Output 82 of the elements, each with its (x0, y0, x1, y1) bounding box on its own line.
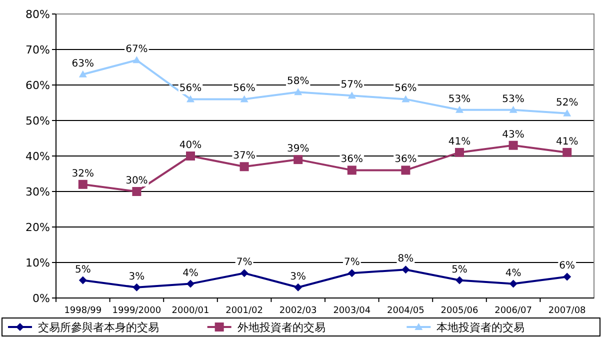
legend-label: 外地投資者的交易 (237, 321, 326, 334)
x-tick-label: 2002/03 (279, 306, 317, 316)
y-tick-label: 80% (26, 8, 50, 21)
y-tick-label: 0% (32, 292, 50, 305)
data-label: 39% (286, 144, 310, 155)
y-tick-label: 40% (26, 150, 50, 163)
point (186, 152, 195, 160)
point (186, 280, 194, 288)
data-label: 3% (290, 271, 306, 282)
x-tick-label: 1999/2000 (112, 306, 162, 316)
data-label: 41% (448, 136, 471, 148)
point (132, 283, 141, 292)
point (456, 106, 464, 113)
point (508, 140, 518, 150)
point (348, 269, 356, 278)
point (509, 280, 518, 288)
x-tick-label: 2000/01 (172, 306, 210, 316)
data-label: 58% (286, 76, 310, 88)
x-tick-label: 2006/07 (494, 306, 532, 316)
y-tick-label: 70% (26, 44, 50, 56)
point (186, 95, 194, 102)
y-tick-label: 30% (26, 186, 50, 198)
x-tick-label: 2003/04 (333, 306, 371, 316)
point (78, 180, 88, 189)
data-label: 56% (394, 83, 417, 94)
point (78, 276, 87, 284)
legend-label: 交易所參與者本身的交易 (38, 321, 159, 334)
point (294, 88, 302, 96)
data-label: 4% (182, 268, 198, 279)
point (563, 272, 572, 281)
point (240, 269, 248, 278)
point (509, 106, 518, 113)
data-label: 57% (340, 80, 364, 91)
point (132, 187, 142, 196)
data-label: 5% (452, 264, 468, 276)
point (562, 148, 572, 157)
y-tick-label: 60% (26, 79, 50, 92)
data-label: 41% (556, 136, 578, 148)
legend-label: 本地投資者的交易 (436, 321, 525, 334)
x-tick-label: 2007/08 (548, 306, 586, 316)
point (563, 109, 572, 116)
x-tick-label: 2001/02 (226, 306, 263, 316)
data-label: 30% (126, 176, 148, 186)
data-label: 4% (505, 268, 522, 279)
point (348, 92, 356, 99)
point (402, 266, 410, 274)
data-label: 53% (448, 94, 471, 105)
point (455, 148, 464, 157)
point (240, 162, 249, 172)
point (347, 166, 356, 175)
data-label: 53% (502, 94, 524, 105)
y-tick-label: 10% (26, 256, 50, 270)
point (78, 70, 87, 78)
data-label: 63% (72, 58, 94, 70)
data-label: 3% (128, 271, 145, 282)
data-label: 5% (74, 264, 91, 276)
data-label: 36% (340, 154, 364, 166)
data-label: 32% (72, 168, 94, 180)
data-label: 40% (179, 140, 202, 151)
data-label: 7% (236, 257, 252, 268)
point (132, 56, 141, 64)
data-label: 43% (502, 129, 524, 140)
data-label: 7% (344, 257, 360, 268)
data-label: 36% (394, 154, 417, 166)
data-label: 8% (398, 254, 414, 265)
point (240, 95, 248, 102)
point (456, 276, 464, 284)
x-tick-label: 2005/06 (440, 306, 478, 316)
point (402, 95, 410, 102)
x-tick-label: 1998/99 (64, 306, 102, 316)
x-tick-label: 2004/05 (387, 306, 424, 316)
point (294, 283, 302, 292)
data-label: 56% (179, 83, 202, 94)
y-tick-label: 20% (26, 221, 50, 234)
data-label: 37% (233, 150, 256, 162)
data-label: 52% (556, 97, 578, 108)
data-label: 56% (233, 83, 256, 94)
point (294, 155, 303, 164)
data-label: 6% (559, 260, 576, 272)
data-label: 67% (126, 44, 148, 56)
y-tick-label: 50% (26, 114, 50, 128)
point (401, 166, 410, 175)
